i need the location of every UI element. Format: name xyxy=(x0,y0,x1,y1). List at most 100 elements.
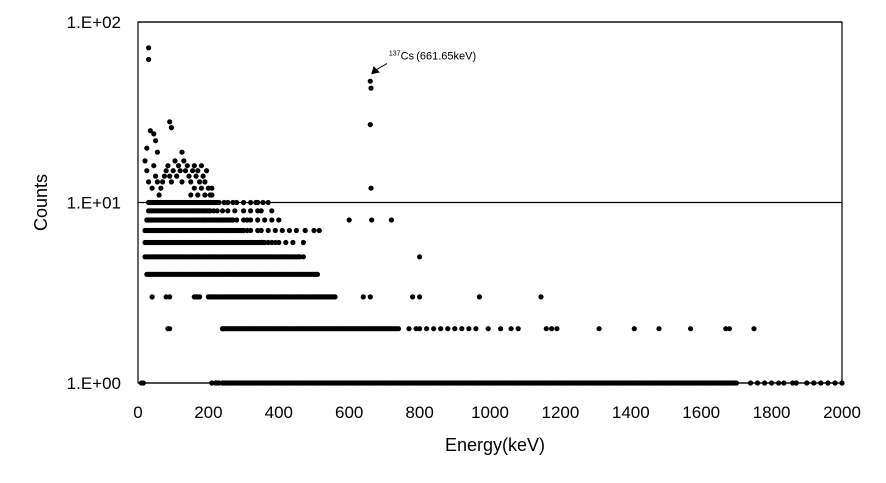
data-point xyxy=(596,326,602,332)
data-point xyxy=(221,199,227,206)
data-point xyxy=(286,227,292,234)
data-point xyxy=(182,168,189,174)
data-point xyxy=(167,119,173,125)
data-point xyxy=(144,145,150,151)
x-tick-label: 0 xyxy=(133,403,142,422)
data-point xyxy=(140,380,146,386)
data-point xyxy=(485,326,491,332)
data-point xyxy=(751,326,757,332)
data-point xyxy=(265,199,271,206)
data-point xyxy=(262,217,268,223)
data-point xyxy=(269,208,275,214)
data-point xyxy=(367,294,373,300)
x-tick-label: 1600 xyxy=(682,403,720,422)
data-point xyxy=(754,380,761,386)
data-point xyxy=(161,173,167,179)
peak-annotation: 137Cs (661.65keV) xyxy=(371,51,477,75)
data-point xyxy=(466,326,472,332)
data-point xyxy=(195,168,201,174)
data-point xyxy=(216,380,222,386)
x-tick-labels: 0 200 400 600 800 1000 1200 1400 1600 1800 2000 xyxy=(133,403,861,422)
data-point xyxy=(225,199,231,206)
data-point xyxy=(543,326,549,332)
data-point xyxy=(255,199,261,206)
data-point xyxy=(179,179,185,185)
data-point xyxy=(198,185,204,191)
data-point xyxy=(733,380,740,386)
data-point xyxy=(424,326,430,332)
data-point xyxy=(241,208,247,214)
data-point xyxy=(255,217,261,223)
annotation-isotope-mass: 137 xyxy=(389,51,401,58)
x-tick-label: 800 xyxy=(405,403,433,422)
data-point xyxy=(688,326,694,332)
data-point xyxy=(283,239,289,246)
y-tick-label: 1.E+02 xyxy=(67,13,121,32)
data-point xyxy=(153,173,159,179)
data-point xyxy=(265,239,271,246)
data-point xyxy=(515,326,521,332)
data-point xyxy=(149,294,155,300)
data-point xyxy=(186,173,192,179)
data-point xyxy=(369,217,375,223)
data-point xyxy=(177,168,183,174)
data-point xyxy=(388,217,394,223)
data-point xyxy=(406,326,412,332)
data-point xyxy=(197,294,203,300)
data-point xyxy=(417,326,423,332)
data-point xyxy=(438,326,444,332)
data-point xyxy=(234,217,240,223)
data-point xyxy=(172,158,178,164)
data-point xyxy=(276,217,282,223)
data-point xyxy=(316,227,322,234)
data-point xyxy=(146,56,152,63)
data-point xyxy=(146,179,152,185)
data-point xyxy=(232,208,238,214)
annotation-arrow xyxy=(371,63,388,75)
data-point xyxy=(258,208,264,214)
data-point xyxy=(202,192,208,198)
y-tick-label: 1.E+01 xyxy=(67,194,121,213)
data-point xyxy=(269,217,275,223)
data-point xyxy=(219,208,226,214)
data-point xyxy=(241,199,247,206)
y-tick-label: 1.E+00 xyxy=(67,374,121,393)
data-point xyxy=(188,192,194,198)
data-point xyxy=(154,179,160,185)
data-point xyxy=(367,78,373,84)
data-point xyxy=(248,227,254,234)
data-point xyxy=(230,217,236,223)
data-point xyxy=(839,380,845,386)
data-point xyxy=(473,326,479,332)
data-point xyxy=(293,227,299,234)
data-point xyxy=(417,254,423,260)
x-tick-label: 600 xyxy=(335,403,363,422)
data-point xyxy=(234,199,240,206)
data-point xyxy=(290,239,296,246)
data-point xyxy=(476,294,482,300)
data-point xyxy=(200,173,206,179)
annotation-peak-text: Cs (661.65keV) xyxy=(401,51,477,63)
data-point xyxy=(225,208,231,214)
data-points xyxy=(138,45,845,386)
data-point xyxy=(395,326,402,332)
data-point xyxy=(265,227,271,234)
data-point xyxy=(146,45,152,51)
data-point xyxy=(818,380,824,386)
data-point xyxy=(209,192,215,198)
data-point xyxy=(811,380,817,386)
data-point xyxy=(832,380,838,386)
data-point xyxy=(149,185,155,191)
x-tick-label: 1800 xyxy=(753,403,791,422)
data-point xyxy=(181,158,187,164)
data-point xyxy=(144,168,150,174)
data-point xyxy=(167,173,173,179)
data-point xyxy=(179,149,185,155)
data-point xyxy=(168,125,174,131)
data-point xyxy=(747,380,754,386)
data-point xyxy=(272,227,278,234)
data-point xyxy=(151,131,157,137)
data-point xyxy=(554,326,560,332)
data-point xyxy=(804,380,810,386)
